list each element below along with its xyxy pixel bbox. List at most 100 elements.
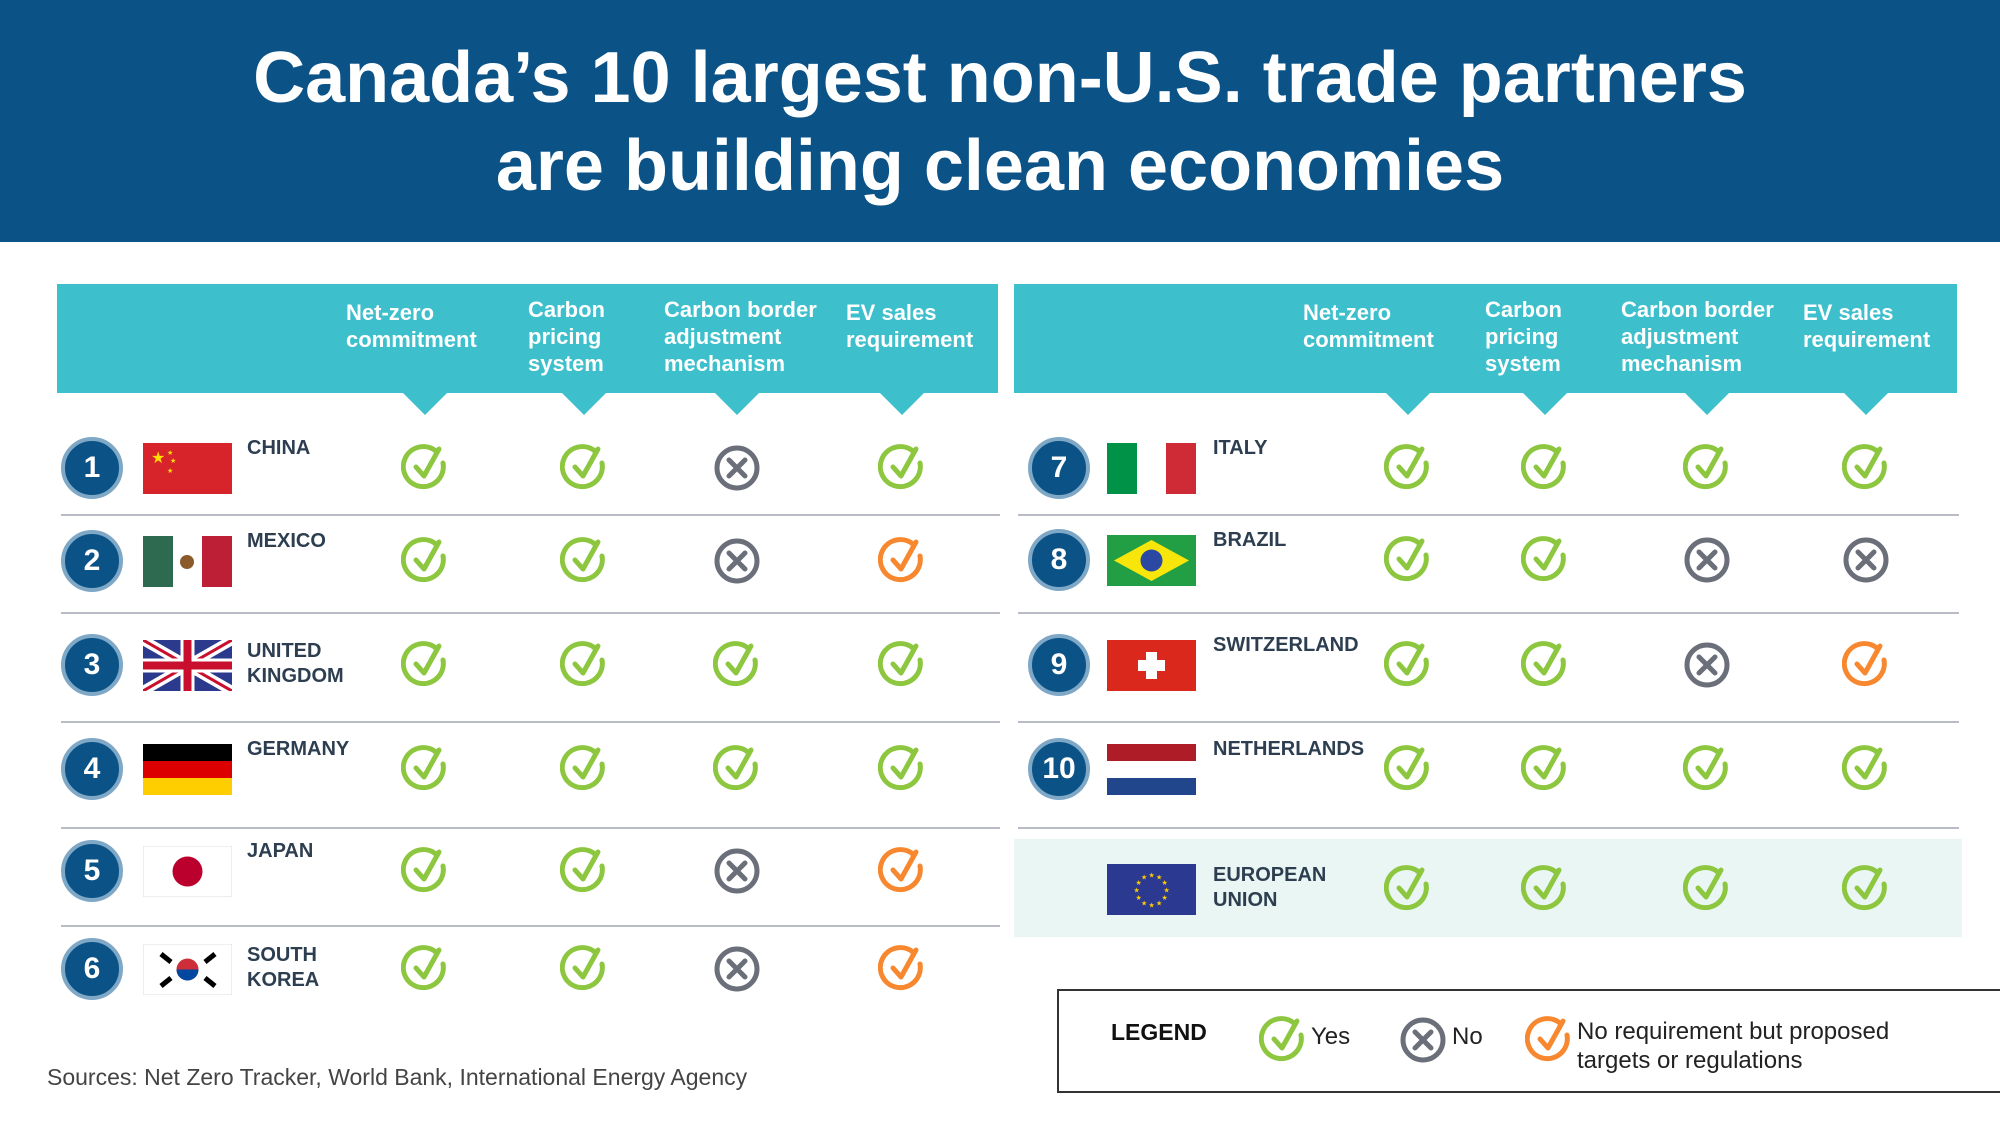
column-header: Carbon pricing system bbox=[1485, 296, 1562, 377]
legend-proposed-line: targets or regulations bbox=[1577, 1047, 1803, 1074]
legend-proposed-line: No requirement but proposed bbox=[1577, 1018, 1890, 1045]
legend-yes-label: Yes bbox=[1311, 1023, 1351, 1050]
column-pointer bbox=[562, 393, 606, 415]
column-header-line: commitment bbox=[346, 327, 477, 352]
rank-badge: 2 bbox=[61, 530, 123, 592]
title-line-1: Canada’s 10 largest non-U.S. trade partn… bbox=[253, 38, 1747, 118]
sources-note: Sources: Net Zero Tracker, World Bank, I… bbox=[47, 1064, 748, 1090]
legend-proposed-label: No requirement but proposed targets or re… bbox=[1577, 1017, 1889, 1075]
column-header-line: adjustment bbox=[1621, 324, 1739, 349]
column-header-line: commitment bbox=[1303, 327, 1434, 352]
row-divider bbox=[61, 514, 1000, 516]
rank-badge: 3 bbox=[61, 634, 123, 696]
country-name: SWITZERLAND bbox=[1213, 633, 1359, 658]
svg-text:★: ★ bbox=[1141, 899, 1147, 907]
x-circle-icon bbox=[713, 944, 761, 994]
country-name-line: SWITZERLAND bbox=[1213, 634, 1359, 656]
country-name-line: JAPAN bbox=[247, 840, 314, 862]
country-name: GERMANY bbox=[247, 737, 349, 762]
check-circle-icon bbox=[1383, 864, 1432, 914]
column-header: Carbon border adjustment mechanism bbox=[1621, 296, 1774, 377]
column-header: Carbon border adjustment mechanism bbox=[664, 296, 817, 377]
check-circle-icon bbox=[1258, 1015, 1307, 1065]
country-name-line: SOUTH bbox=[247, 944, 317, 966]
row-divider bbox=[61, 612, 1000, 614]
country-name-line: CHINA bbox=[247, 437, 311, 459]
svg-text:★: ★ bbox=[167, 449, 173, 457]
flag-de-icon bbox=[143, 744, 232, 795]
country-name-line: EUROPEAN bbox=[1213, 864, 1327, 886]
column-header: Net-zero commitment bbox=[346, 299, 477, 353]
check-circle-icon bbox=[1383, 535, 1432, 585]
x-circle-icon bbox=[713, 536, 761, 586]
svg-text:★: ★ bbox=[1164, 887, 1170, 895]
country-name-line: ITALY bbox=[1213, 437, 1268, 459]
rank-badge: 9 bbox=[1028, 634, 1090, 696]
country-name-line: UNITED bbox=[247, 640, 322, 662]
x-circle-icon bbox=[1399, 1015, 1447, 1065]
check-circle-icon bbox=[400, 443, 449, 493]
rank-badge: 10 bbox=[1028, 738, 1090, 800]
svg-text:★: ★ bbox=[1161, 879, 1167, 887]
check-circle-icon bbox=[559, 443, 608, 493]
check-circle-icon bbox=[559, 744, 608, 794]
country-name: BRAZIL bbox=[1213, 528, 1286, 553]
right-table-header bbox=[1014, 284, 1957, 393]
proposed-check-icon bbox=[1841, 640, 1890, 690]
flag-br-icon bbox=[1107, 535, 1196, 586]
x-circle-icon bbox=[1683, 640, 1731, 690]
title-banner: Canada’s 10 largest non-U.S. trade partn… bbox=[0, 0, 2000, 242]
svg-text:★: ★ bbox=[1156, 899, 1162, 907]
check-circle-icon bbox=[400, 744, 449, 794]
country-name: JAPAN bbox=[247, 839, 313, 864]
country-name: CHINA bbox=[247, 436, 310, 461]
check-circle-icon bbox=[877, 744, 926, 794]
column-header-line: pricing bbox=[1485, 324, 1559, 349]
country-name: NETHERLANDS bbox=[1213, 737, 1364, 762]
legend-title: LEGEND bbox=[1111, 1019, 1207, 1045]
flag-mx-icon bbox=[143, 536, 232, 587]
column-header-line: requirement bbox=[846, 327, 974, 352]
country-name-line: MEXICO bbox=[247, 530, 326, 552]
svg-text:★: ★ bbox=[1136, 894, 1142, 902]
proposed-check-icon bbox=[877, 944, 926, 994]
column-header-line: adjustment bbox=[664, 324, 782, 349]
flag-cn-icon: ★ ★ ★ ★ bbox=[143, 443, 232, 494]
column-header: EV sales requirement bbox=[846, 299, 973, 353]
check-circle-icon bbox=[1520, 744, 1569, 794]
flag-nl-icon bbox=[1107, 744, 1196, 795]
column-header-line: system bbox=[1485, 351, 1561, 376]
rank-badge: 4 bbox=[61, 738, 123, 800]
proposed-check-icon bbox=[877, 846, 926, 896]
svg-text:★: ★ bbox=[167, 467, 173, 475]
row-divider bbox=[1018, 514, 1959, 516]
svg-text:★: ★ bbox=[1161, 894, 1167, 902]
x-circle-icon bbox=[1683, 535, 1731, 585]
country-name-line: KOREA bbox=[247, 969, 320, 991]
x-circle-icon bbox=[713, 846, 761, 896]
svg-text:★: ★ bbox=[1136, 879, 1142, 887]
rank-badge: 6 bbox=[61, 938, 123, 1000]
legend: LEGEND Yes No No requirement but proposed ta… bbox=[1057, 989, 2000, 1093]
check-circle-icon bbox=[1520, 864, 1569, 914]
column-header: Net-zero commitment bbox=[1303, 299, 1434, 353]
column-header-line: pricing bbox=[528, 324, 602, 349]
column-pointer bbox=[715, 393, 759, 415]
check-circle-icon bbox=[400, 536, 449, 586]
column-pointer bbox=[1844, 393, 1888, 415]
check-circle-icon bbox=[1682, 864, 1731, 914]
svg-text:★: ★ bbox=[1149, 902, 1155, 910]
check-circle-icon bbox=[1841, 744, 1890, 794]
country-name: ITALY bbox=[1213, 436, 1267, 461]
country-name: EUROPEAN UNION bbox=[1213, 863, 1326, 913]
column-header-line: Carbon border bbox=[1621, 297, 1774, 322]
x-circle-icon bbox=[713, 443, 761, 493]
check-circle-icon bbox=[1383, 640, 1432, 690]
row-divider bbox=[61, 827, 1000, 829]
country-name-line: NETHERLANDS bbox=[1213, 738, 1365, 760]
column-header-line: mechanism bbox=[1621, 351, 1743, 376]
check-circle-icon bbox=[1383, 443, 1432, 493]
column-header-line: Carbon bbox=[1485, 297, 1562, 322]
check-circle-icon bbox=[1682, 443, 1731, 493]
column-header-line: mechanism bbox=[664, 351, 786, 376]
